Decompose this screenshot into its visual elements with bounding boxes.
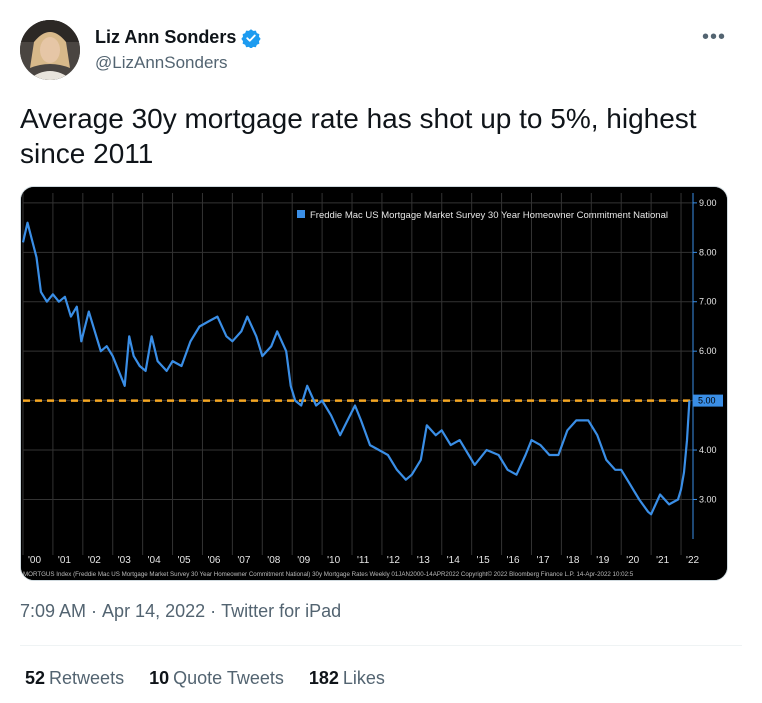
x-tick-label: '22 [686, 555, 699, 566]
y-tick-label: 7.00 [699, 297, 717, 307]
tweet-text: Average 30y mortgage rate has shot up to… [20, 103, 697, 169]
y-tick-label: 3.00 [699, 494, 717, 504]
x-tick-label: '00 [28, 555, 41, 566]
profile-photo [20, 20, 80, 80]
y-tick-label: 9.00 [699, 198, 717, 208]
reference-label: 5.00 [698, 396, 716, 406]
x-tick-label: '11 [357, 555, 370, 566]
tweet-time[interactable]: 7:09 AM [20, 601, 87, 621]
avatar[interactable] [20, 20, 80, 80]
x-tick-label: '21 [656, 555, 669, 566]
retweets-count: 52 [25, 668, 46, 688]
quote-tweets-stat[interactable]: 10 Quote Tweets [149, 668, 284, 689]
series-line-mortgage-rate [21, 221, 691, 516]
mortgage-rate-chart: 3.00 4.00 6.00 7.00 8.00 9.00 '00 '01 '02 '03 '04… [21, 187, 727, 580]
likes-count: 182 [308, 668, 339, 688]
meta-separator: · [210, 601, 217, 621]
x-tick-label: '07 [237, 555, 250, 566]
x-tick-label: '12 [387, 555, 400, 566]
legend: Freddie Mac US Mortgage Market Survey 30… [297, 210, 668, 221]
divider [20, 645, 742, 646]
x-tick-label: '13 [417, 555, 430, 566]
tweet-date[interactable]: Apr 14, 2022 [102, 601, 206, 621]
x-tick-label: '03 [118, 555, 131, 566]
verified-badge-icon [241, 28, 262, 49]
tweet-meta: 7:09 AM · Apr 14, 2022 · Twitter for iPad [20, 601, 341, 622]
y-tick-label: 6.00 [699, 346, 717, 356]
x-tick-label: '05 [178, 555, 191, 566]
x-tick-label: '15 [477, 555, 490, 566]
y-tick-label: 4.00 [699, 445, 717, 455]
x-tick-label: '08 [267, 555, 280, 566]
tweet-source[interactable]: Twitter for iPad [221, 601, 342, 621]
meta-separator: · [91, 601, 98, 621]
tweet-stats: 52 Retweets 10 Quote Tweets 182 Likes [25, 668, 385, 689]
author-name-row[interactable]: Liz Ann Sonders [95, 27, 262, 49]
x-tick-label: '06 [207, 555, 220, 566]
tweet-media-chart[interactable]: 3.00 4.00 6.00 7.00 8.00 9.00 '00 '01 '02 '03 '04… [20, 186, 728, 581]
x-tick-label: '16 [507, 555, 520, 566]
legend-label: Freddie Mac US Mortgage Market Survey 30… [310, 210, 668, 221]
quotes-label: Quote Tweets [173, 668, 284, 688]
chart-footer: MORTGUS Index (Freddie Mac US Mortgage M… [23, 571, 634, 578]
x-tick-label: '17 [536, 555, 549, 566]
quotes-count: 10 [149, 668, 170, 688]
x-tick-label: '04 [148, 555, 161, 566]
y-tick-label: 8.00 [699, 247, 717, 257]
x-tick-label: '19 [596, 555, 609, 566]
retweets-stat[interactable]: 52 Retweets [25, 668, 124, 689]
x-tick-label: '10 [327, 555, 340, 566]
x-tick-label: '09 [297, 555, 310, 566]
x-tick-label: '01 [58, 555, 71, 566]
author-handle[interactable]: @LizAnnSonders [95, 53, 228, 72]
x-tick-label: '02 [88, 555, 101, 566]
author-name[interactable]: Liz Ann Sonders [95, 27, 237, 47]
x-tick-label: '20 [626, 555, 639, 566]
retweets-label: Retweets [49, 668, 125, 688]
x-tick-label: '18 [566, 555, 579, 566]
x-tick-label: '14 [447, 555, 460, 566]
likes-label: Likes [342, 668, 385, 688]
more-options-icon[interactable]: ••• [702, 26, 727, 48]
reference-label-box [693, 394, 723, 407]
likes-stat[interactable]: 182 Likes [309, 668, 385, 689]
